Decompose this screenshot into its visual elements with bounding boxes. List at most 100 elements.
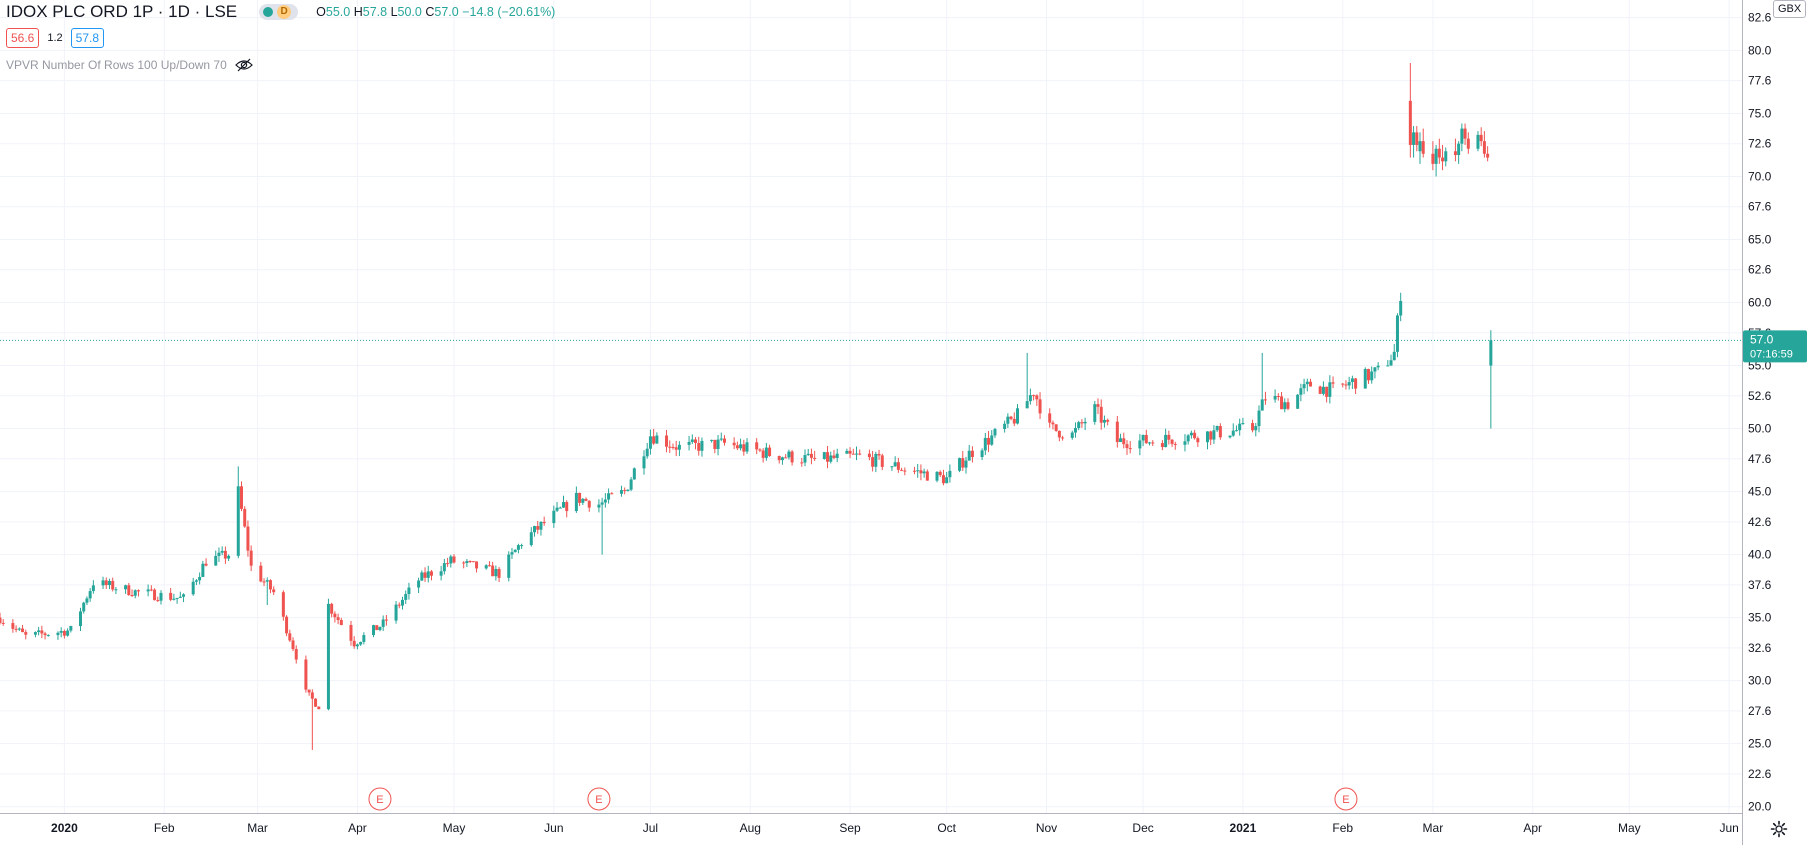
earnings-event-marker bbox=[368, 787, 392, 811]
candle-body bbox=[442, 563, 446, 572]
x-tick-label: May bbox=[443, 821, 466, 835]
candle-body bbox=[304, 659, 308, 690]
spread-value: 1.2 bbox=[47, 32, 63, 44]
candle-body bbox=[1486, 153, 1490, 158]
candle-body bbox=[265, 580, 269, 582]
x-tick-label: Apr bbox=[1523, 821, 1542, 835]
candle-body bbox=[40, 630, 44, 634]
candle-body bbox=[78, 611, 82, 627]
x-tick-label: Mar bbox=[1423, 821, 1444, 835]
market-status-badge[interactable]: D bbox=[259, 4, 299, 20]
settings-gear-icon[interactable] bbox=[1770, 820, 1788, 838]
candle-body bbox=[665, 435, 669, 447]
x-tick-label: Dec bbox=[1132, 821, 1153, 835]
candle-body bbox=[1389, 360, 1393, 366]
candle-body bbox=[919, 470, 923, 474]
candle-body bbox=[1212, 430, 1216, 440]
candle-body bbox=[710, 439, 714, 441]
candle-body bbox=[1051, 422, 1055, 425]
candle-body bbox=[452, 556, 456, 563]
candle-body bbox=[1453, 151, 1457, 156]
candle-body bbox=[1325, 386, 1329, 397]
candle-body bbox=[1299, 388, 1303, 395]
candle-body bbox=[1218, 426, 1222, 438]
candle-body bbox=[291, 640, 295, 650]
candle-body bbox=[1350, 378, 1354, 383]
candle-body bbox=[1309, 381, 1313, 387]
candle-body bbox=[462, 562, 466, 564]
candle-body bbox=[198, 576, 202, 581]
x-tick-label: 2021 bbox=[1230, 821, 1257, 835]
x-tick-label: Aug bbox=[740, 821, 761, 835]
currency-label[interactable]: GBX bbox=[1773, 0, 1807, 18]
candle-body bbox=[1141, 434, 1145, 441]
candle-body bbox=[1080, 422, 1084, 424]
candle-body bbox=[1209, 431, 1213, 440]
candle-body bbox=[893, 462, 897, 467]
y-tick-label: 27.6 bbox=[1748, 704, 1772, 718]
candle-body bbox=[1370, 371, 1374, 381]
candle-body bbox=[800, 462, 804, 464]
candle-body bbox=[1441, 157, 1445, 162]
candle-body bbox=[607, 493, 611, 500]
candle-body bbox=[310, 692, 314, 699]
candle-body bbox=[507, 554, 511, 578]
candle-body bbox=[533, 526, 537, 533]
y-tick-label: 70.0 bbox=[1748, 169, 1772, 183]
x-tick-label: Jun bbox=[1719, 821, 1738, 835]
candle-body bbox=[1144, 434, 1148, 444]
candle-body bbox=[713, 439, 717, 449]
last-price-tag bbox=[1743, 330, 1807, 363]
candle-body bbox=[961, 458, 965, 468]
candle-body bbox=[468, 561, 472, 563]
symbol-title[interactable]: IDOX PLC ORD 1P · 1D · LSE bbox=[6, 2, 238, 21]
candle-body bbox=[558, 507, 562, 509]
candle-body bbox=[597, 504, 601, 508]
candle-body bbox=[516, 545, 520, 550]
candle-body bbox=[471, 561, 475, 563]
candle-body bbox=[1106, 419, 1110, 422]
candle-body bbox=[697, 442, 701, 451]
candle-body bbox=[938, 471, 942, 476]
candle-body bbox=[777, 455, 781, 461]
candle-body bbox=[104, 580, 108, 586]
candle-body bbox=[1302, 384, 1306, 389]
candle-body bbox=[809, 453, 813, 458]
candle-body bbox=[539, 521, 543, 530]
candle-body bbox=[153, 589, 157, 601]
candle-body bbox=[700, 440, 704, 451]
candle-body bbox=[1183, 441, 1187, 445]
candle-body bbox=[307, 689, 311, 693]
market-open-dot-icon bbox=[263, 7, 274, 17]
candle-body bbox=[314, 698, 318, 707]
hidden-eye-icon[interactable] bbox=[234, 58, 253, 72]
candle-body bbox=[552, 510, 556, 524]
candle-body bbox=[326, 603, 330, 710]
candle-body bbox=[603, 499, 607, 503]
candle-body bbox=[285, 616, 289, 634]
candle-body bbox=[114, 589, 118, 591]
candle-body bbox=[1038, 399, 1042, 414]
candle-body bbox=[784, 457, 788, 459]
candle-body bbox=[397, 604, 401, 606]
candle-body bbox=[317, 706, 321, 710]
candle-body bbox=[1054, 424, 1058, 431]
candle-body bbox=[674, 447, 678, 450]
x-tick-label: Feb bbox=[1332, 821, 1353, 835]
candle-body bbox=[1231, 430, 1235, 436]
bid-price[interactable]: 56.6 bbox=[6, 28, 40, 48]
candle-body bbox=[1321, 386, 1325, 394]
candle-body bbox=[1119, 438, 1123, 443]
candle-body bbox=[626, 489, 630, 491]
y-tick-label: 20.0 bbox=[1748, 800, 1772, 814]
candle-body bbox=[487, 565, 491, 567]
candle-body bbox=[581, 498, 585, 503]
candle-body bbox=[446, 563, 450, 565]
ask-price[interactable]: 57.8 bbox=[70, 28, 105, 48]
earnings-event-label: E bbox=[1342, 794, 1349, 806]
candle-body bbox=[1228, 435, 1232, 438]
indicator-label[interactable]: VPVR Number Of Rows 100 Up/Down 70 bbox=[6, 58, 227, 72]
candle-body bbox=[745, 442, 749, 452]
